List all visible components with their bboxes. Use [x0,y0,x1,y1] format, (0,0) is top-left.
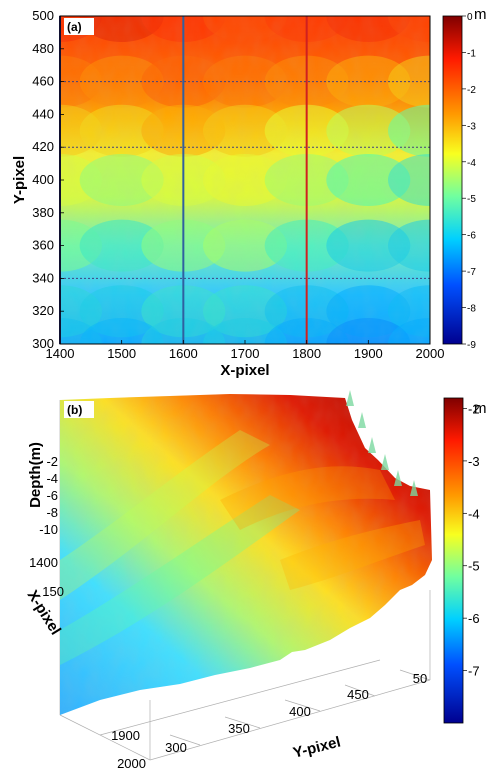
surface-spike [381,454,389,470]
y-tick-label: 500 [32,8,54,23]
surface-spike [358,412,366,428]
x-tick-label: 1500 [107,346,136,361]
panel-b-colorbar [443,397,464,724]
panel-a-label: (a) [67,20,82,34]
panel-a: 1400 1500 1600 1700 1800 1900 2000 300 320 340 36… [11,6,487,379]
colorbar-tick-label: 0 [467,12,473,23]
surface-spike [368,437,376,453]
colorbar-tick-label: -1 [467,48,476,59]
y-tick-label: 380 [32,205,54,220]
y-tick-label-3d: 350 [228,721,250,736]
y-tick-label: 420 [32,139,54,154]
panel-a-noise-overlay [60,16,430,344]
z-tick-label: -8 [46,505,58,520]
y-tick-label: 340 [32,270,54,285]
y-tick-label: 460 [32,74,54,89]
y-tick-label: 300 [32,336,54,351]
colorbar-tick-label: -7 [467,267,476,278]
y-tick-label: 400 [32,172,54,187]
z-tick-label: -2 [46,454,58,469]
x-tick-label-3d: 1900 [111,728,140,743]
y-tick-label: 320 [32,303,54,318]
y-tick-label-3d: 50 [413,671,427,686]
y-tick-label-3d: 400 [289,704,311,719]
panel-b-label-box [64,401,94,418]
panel-b-z-ticks: -2 -4 -6 -8 -10 [39,454,58,537]
colorbar-tick-label: -4 [468,506,480,521]
panel-b-colorbar-unit: m [474,400,487,417]
colorbar-tick-label: -3 [467,121,476,132]
surface-band [280,520,425,590]
panel-b-surface-bands [60,390,425,665]
colorbar-tick-label: -6 [467,231,476,242]
panel-a-label-box [64,18,94,35]
colorbar-tick-label: -5 [467,194,476,205]
surface-band [220,466,395,530]
surface-band [60,430,270,600]
y-tick-label: 480 [32,41,54,56]
panel-b-colorbar-ticks: -2 -3 -4 -5 -6 -7 [463,401,480,679]
panel-a-x-ticks: 1400 1500 1600 1700 1800 1900 2000 [46,340,445,361]
panel-b-x-ticks: 1400 150 1900 2000 [29,555,146,769]
surface-spike [394,470,402,486]
x-tick-label-3d: 150 [42,584,64,599]
z-tick-label: -6 [46,488,58,503]
y-tick-label: 360 [32,238,54,253]
panel-a-horizontal-dashed-lines [60,81,430,279]
y-tick-label: 440 [32,106,54,121]
panel-a-colorbar-ticks: 0 -1 -2 -3 -4 -5 -6 -7 -8 -9 [462,12,476,351]
colorbar-tick-label: -2 [468,401,480,416]
x-tick-label: 1800 [292,346,321,361]
colorbar-tick-label: -2 [467,85,476,96]
colorbar-tick-label: -9 [467,340,476,351]
panel-b-zlabel: Depth(m) [27,442,44,508]
z-tick-label: -4 [46,471,58,486]
x-tick-label: 1600 [169,346,198,361]
panel-b-ylabel: Y-pixel [291,734,342,762]
x-tick-label: 2000 [416,346,445,361]
panel-b-y-ticks: 300 350 400 450 50 [165,671,427,755]
x-tick-label-3d: 1400 [29,555,58,570]
colorbar-tick-label: -5 [468,559,480,574]
surface-spike [410,480,418,496]
colorbar-tick-label: -6 [468,611,480,626]
y-tick-label-3d: 450 [347,687,369,702]
panel-a-colorbar-unit: m [474,6,487,23]
panel-b-surface-texture [60,394,432,715]
surface-spike [346,390,354,406]
z-tick-label: -10 [39,522,58,537]
panel-a-ylabel: Y-pixel [11,156,28,204]
panel-a-xlabel: X-pixel [220,362,269,379]
x-tick-label: 1400 [46,346,75,361]
y-tick-label-3d: 300 [165,740,187,755]
colorbar-tick-label: -4 [467,158,476,169]
panel-a-colorbar [442,15,463,345]
x-tick-label: 1700 [231,346,260,361]
x-tick-label-3d: 2000 [117,756,146,769]
colorbar-tick-label: -3 [468,454,480,469]
surface-band [60,495,300,665]
colorbar-tick-label: -8 [467,304,476,315]
panel-a-y-ticks: 300 320 340 360 380 400 420 440 460 480 500 [32,8,64,351]
colorbar-tick-label: -7 [468,664,480,679]
panel-b-label: (b) [67,403,82,417]
x-tick-label: 1900 [354,346,383,361]
